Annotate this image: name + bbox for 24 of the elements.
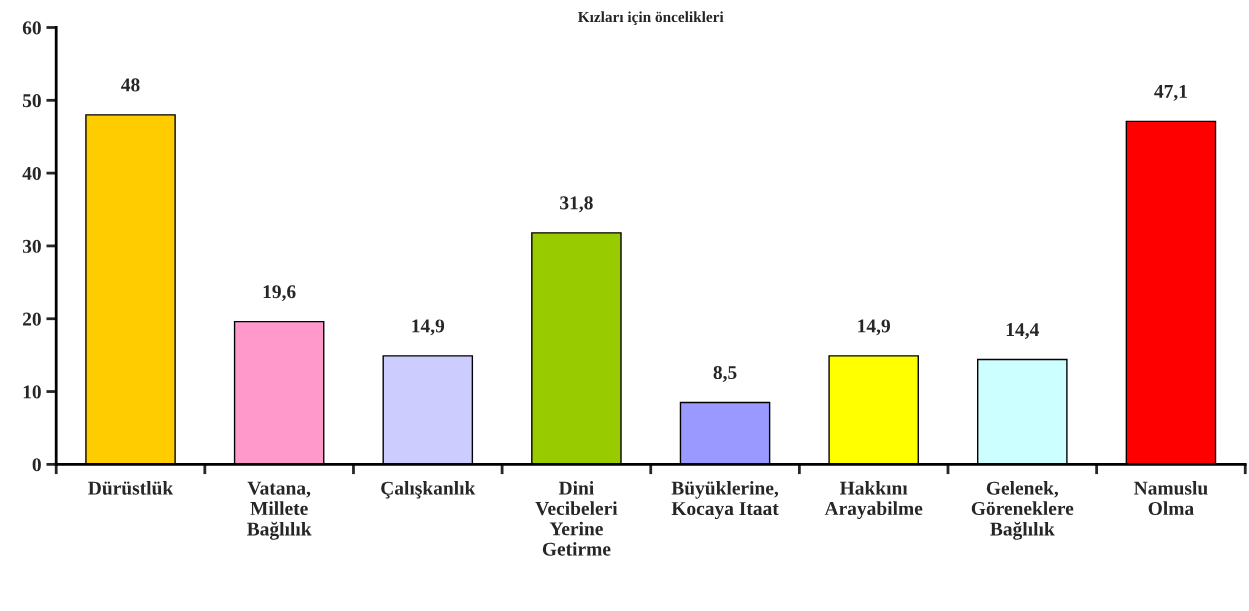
chart-title: Kızları için öncelikleri	[578, 11, 724, 26]
y-tick-label: 50	[22, 94, 41, 108]
x-tick-label: Büyüklerine, Kocaya Itaat	[671, 481, 779, 520]
x-tick-label: Çalışkanlık	[381, 481, 476, 499]
data-label: 14,9	[412, 319, 445, 336]
data-label: 31,8	[560, 196, 593, 213]
y-tick-label: 30	[22, 239, 41, 253]
data-label: 8,5	[713, 365, 737, 382]
x-tick-label: Dürüstlük	[88, 481, 174, 495]
x-tick-label: Hakkını Arayabilme	[824, 481, 923, 520]
y-tick-label: 60	[22, 21, 41, 35]
x-tick-label: Dini Vecibeleri Yerine Getirme	[535, 481, 618, 556]
y-tick-label: 10	[23, 385, 41, 399]
x-tick-label: Namuslu Olma	[1134, 481, 1208, 516]
data-label: 14,9	[858, 319, 890, 336]
data-label: 48	[121, 78, 140, 92]
y-tick-label: 40	[22, 166, 41, 181]
y-tick-label: 20	[22, 312, 41, 326]
x-tick-label: Gelenek, Göreneklere Bağlılık	[971, 481, 1074, 540]
data-label: 19,6	[263, 285, 296, 302]
data-label: 14,4	[1006, 323, 1039, 339]
x-tick-label: Vatana, Millete Bağlılık	[247, 481, 312, 540]
y-tick-label: 0	[32, 458, 41, 472]
data-label: 47,1	[1154, 85, 1187, 101]
